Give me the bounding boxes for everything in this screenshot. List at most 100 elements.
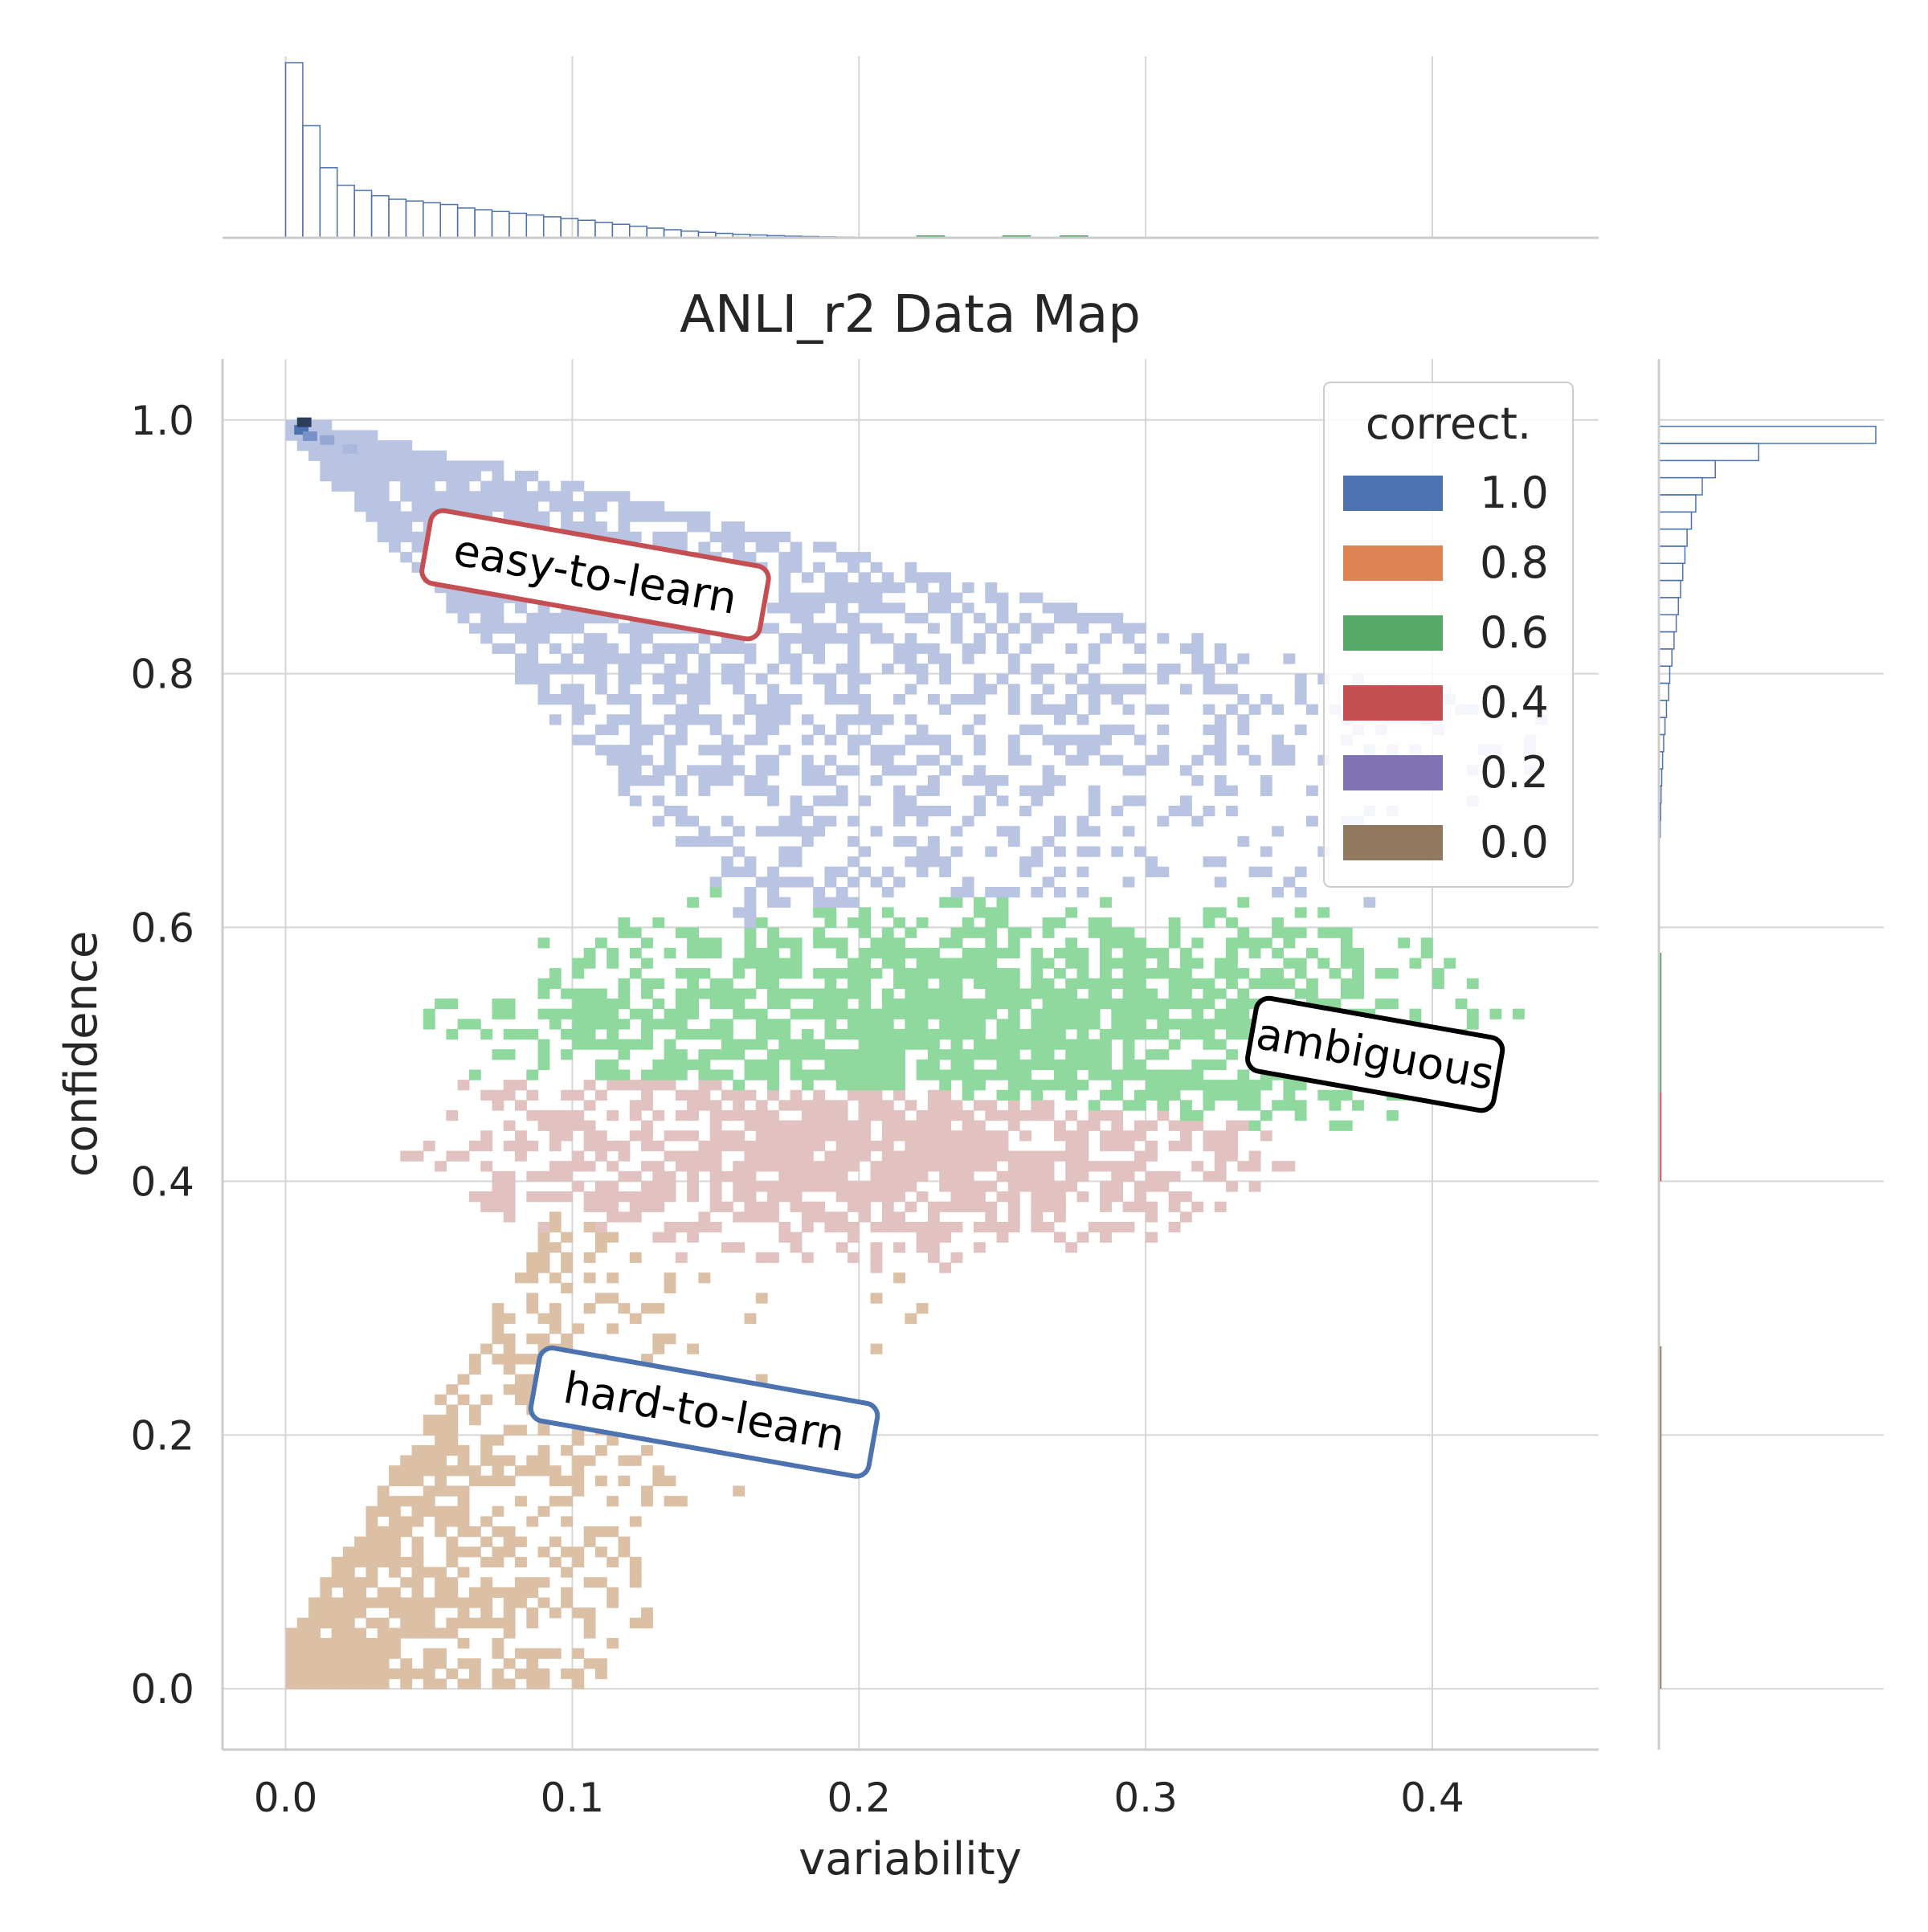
heatmap-cell [435,1648,447,1659]
heatmap-cell [1122,1140,1135,1152]
heatmap-cell [790,1201,803,1212]
heatmap-cell [675,1059,688,1071]
heatmap-cell [767,978,779,989]
heatmap-cell [974,1161,986,1172]
heatmap-cell [721,745,733,756]
heatmap-cell [308,419,321,431]
heatmap-cell [572,684,585,695]
heatmap-cell [801,826,814,837]
heatmap-cell [629,1455,642,1466]
heatmap-cell [974,1130,986,1142]
heatmap-cell [468,1587,481,1599]
heatmap-cell [1042,1100,1055,1111]
heatmap-cell [985,937,998,949]
heatmap-cell [835,988,848,999]
heatmap-cell [755,1069,768,1080]
heatmap-cell [824,541,837,553]
heatmap-cell [801,1150,814,1162]
heatmap-cell [1134,795,1146,807]
heatmap-cell [572,1019,585,1030]
heatmap-cell [503,999,516,1010]
heatmap-cell [618,693,631,705]
heatmap-cell [629,1516,642,1527]
heatmap-cell [733,1485,745,1497]
heatmap-cell [411,1496,424,1507]
y-tick-label: 0.6 [130,905,194,952]
heatmap-cell [561,612,573,624]
heatmap-cell [1375,999,1387,1010]
heatmap-cell [607,1109,619,1121]
heatmap-cell [675,1150,688,1162]
heatmap-cell [1157,1008,1170,1019]
heatmap-cell [801,612,814,624]
heatmap-cell [607,1191,619,1203]
heatmap-cell [366,480,378,492]
heatmap-cell [1191,754,1204,766]
heatmap-cell [859,673,872,684]
heatmap-cell [698,1211,711,1223]
heatmap-cell [468,1354,481,1365]
heatmap-cell [1352,947,1364,959]
heatmap-cell [1168,1080,1181,1091]
heatmap-cell [790,815,803,827]
heatmap-cell [446,1597,459,1608]
heatmap-cell [572,1475,585,1487]
heatmap-cell [320,470,333,482]
heatmap-cell [1191,815,1204,827]
heatmap-cell [515,1384,527,1395]
heatmap-cell [664,947,676,959]
heatmap-cell [1031,1039,1044,1050]
heatmap-cell [652,795,665,807]
heatmap-cell [1191,1059,1204,1071]
heatmap-cell [835,1181,848,1192]
heatmap-cell [664,754,676,766]
heatmap-cell [411,1556,424,1568]
heatmap-cell [1088,1049,1101,1060]
heatmap-cell [549,491,562,502]
heatmap-cell [1065,704,1078,715]
heatmap-cell [835,795,848,807]
heatmap-cell [962,1089,974,1101]
heatmap-cell [515,1354,527,1365]
heatmap-cell [1317,907,1330,918]
heatmap-cell [1122,1170,1135,1182]
heatmap-cell [400,1617,413,1628]
heatmap-cell [893,968,905,979]
heatmap-cell [847,1120,860,1131]
heatmap-cell [492,1668,504,1680]
heatmap-cell [939,805,952,817]
heatmap-cell [1031,664,1044,675]
heatmap-cell [835,693,848,705]
heatmap-cell [1157,999,1170,1010]
heatmap-cell [755,754,768,766]
heatmap-cell [515,1597,527,1608]
heatmap-cell [1053,714,1066,725]
heatmap-cell [1053,917,1066,929]
heatmap-cell [1111,612,1124,624]
heatmap-cell [870,968,883,979]
heatmap-cell [927,805,940,817]
heatmap-cell [733,1130,745,1142]
heatmap-cell [468,1465,481,1477]
heatmap-cell [629,1252,642,1264]
heatmap-cell [1122,1019,1135,1030]
heatmap-cell [515,500,527,513]
heatmap-cell [377,1658,390,1669]
heatmap-cell [1294,958,1307,969]
heatmap-cell [1076,958,1089,969]
heatmap-cell [1076,1191,1089,1203]
heatmap-cell [1065,612,1078,624]
heatmap-cell [950,1059,963,1071]
heatmap-cell [974,968,986,979]
heatmap-cell [755,1140,768,1152]
heatmap-cell [709,1201,722,1212]
heatmap-cell [755,958,768,969]
heatmap-cell [446,1587,459,1599]
heatmap-cell [342,1597,355,1608]
heatmap-cell [423,1455,435,1466]
heatmap-cell [1042,1080,1055,1091]
heatmap-cell [1237,927,1250,938]
heatmap-cell [1214,1080,1227,1091]
heatmap-cell [835,1069,848,1080]
